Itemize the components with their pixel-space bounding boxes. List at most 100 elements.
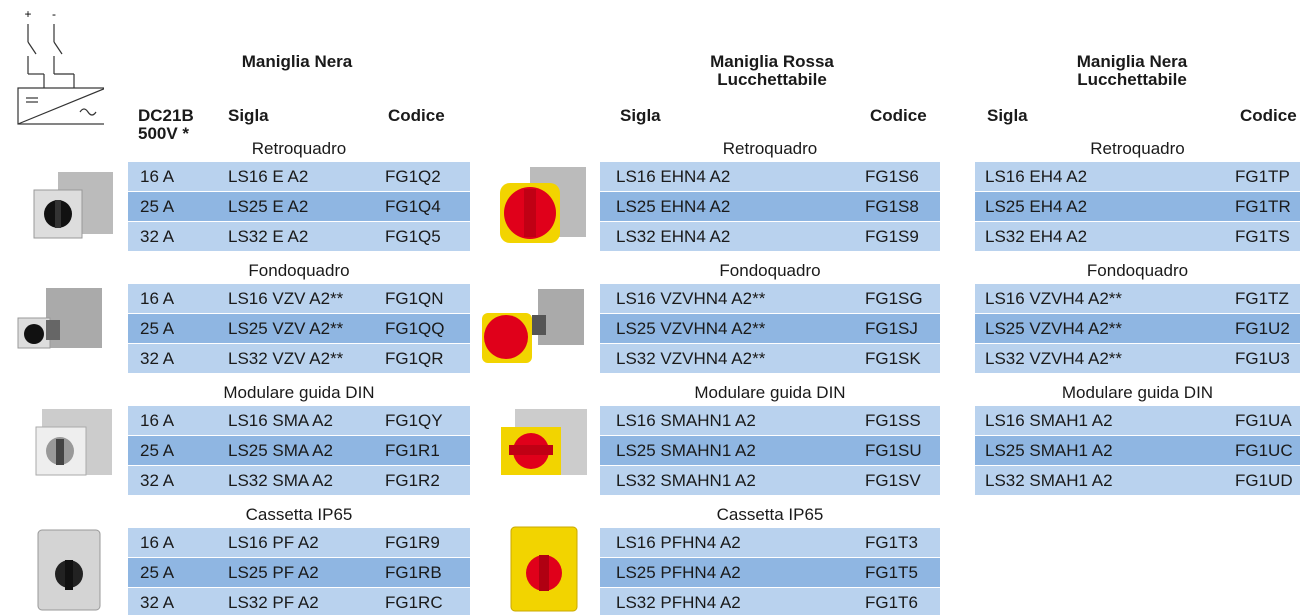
group-label: Retroquadro: [251, 139, 347, 158]
table-cell: FG1QQ: [385, 319, 445, 338]
table-row: [975, 222, 1300, 251]
table-cell: 32 A: [140, 593, 175, 612]
table-cell: FG1QN: [385, 289, 444, 308]
table-cell: FG1QY: [385, 411, 443, 430]
plus-sign: +: [24, 8, 31, 21]
table-cell: LS16 E A2: [228, 167, 309, 186]
table-cell: LS25 VZVH4 A2**: [985, 319, 1123, 338]
table-row: [128, 192, 470, 221]
table-row: [600, 588, 940, 615]
table-cell: 16 A: [140, 167, 175, 186]
table-cell: FG1UA: [1235, 411, 1292, 430]
table-cell: LS25 EH4 A2: [985, 197, 1088, 216]
group-label: Fondoquadro: [248, 261, 350, 280]
table-row: [975, 284, 1300, 313]
group-label: Cassetta IP65: [245, 505, 353, 524]
table-cell: FG1R9: [385, 533, 440, 552]
table-cell: FG1TS: [1235, 227, 1290, 246]
table-row: [128, 222, 470, 251]
product-image: [17, 288, 102, 349]
table-cell: 25 A: [140, 319, 175, 338]
table-cell: LS32 E A2: [228, 227, 309, 246]
codice-header: Codice: [388, 106, 445, 125]
table-cell: 32 A: [140, 471, 175, 490]
table-row: [975, 162, 1300, 191]
table-cell: FG1T6: [865, 593, 918, 612]
table-cell: FG1U3: [1235, 349, 1290, 368]
table-cell: LS32 PFHN4 A2: [616, 593, 741, 612]
table-cell: LS32 VZVH4 A2**: [985, 349, 1123, 368]
section-title: Maniglia Rossa: [710, 52, 834, 71]
table-cell: FG1SK: [865, 349, 921, 368]
table-cell: LS25 SMAH1 A2: [985, 441, 1113, 460]
table-row: [975, 192, 1300, 221]
table-row: [128, 528, 470, 557]
table-cell: 16 A: [140, 289, 175, 308]
table-row: [128, 588, 470, 615]
table-cell: 16 A: [140, 411, 175, 430]
table-cell: FG1TP: [1235, 167, 1290, 186]
table-cell: FG1R2: [385, 471, 440, 490]
table-cell: 25 A: [140, 197, 175, 216]
table-cell: FG1RC: [385, 593, 443, 612]
table-cell: FG1SS: [865, 411, 921, 430]
table-cell: FG1UD: [1235, 471, 1293, 490]
codice-header: Codice: [1240, 106, 1297, 125]
table-cell: LS25 EHN4 A2: [616, 197, 731, 216]
table-cell: FG1Q2: [385, 167, 441, 186]
product-image: [510, 526, 578, 612]
table-cell: LS32 VZV A2**: [228, 349, 344, 368]
table-row: [975, 436, 1300, 465]
table-cell: FG1S9: [865, 227, 919, 246]
table-row: [975, 344, 1300, 373]
product-image: [33, 172, 113, 239]
sigla-header: Sigla: [228, 106, 269, 125]
table-row: [128, 162, 470, 191]
product-image: [35, 409, 112, 476]
table-row: [600, 436, 940, 465]
table-cell: FG1UC: [1235, 441, 1293, 460]
table-cell: FG1SJ: [865, 319, 918, 338]
table-cell: FG1T5: [865, 563, 918, 582]
table-cell: LS16 PFHN4 A2: [616, 533, 741, 552]
table-row: [975, 466, 1300, 495]
table-cell: LS25 PFHN4 A2: [616, 563, 741, 582]
table-row: [128, 558, 470, 587]
table-cell: LS16 VZV A2**: [228, 289, 344, 308]
table-cell: LS32 EHN4 A2: [616, 227, 731, 246]
table-cell: FG1Q5: [385, 227, 441, 246]
section-title: Maniglia Nera: [241, 52, 353, 71]
section-title: Lucchettabile: [1077, 70, 1187, 89]
rating-header: 500V *: [138, 124, 190, 143]
rating-header: DC21B: [138, 106, 194, 125]
schematic-icon: + -: [17, 8, 104, 125]
table-row: [600, 344, 940, 373]
table-cell: LS25 VZV A2**: [228, 319, 344, 338]
table-row: [600, 284, 940, 313]
table-cell: LS16 VZVHN4 A2**: [616, 289, 766, 308]
product-image: [501, 409, 587, 475]
table-cell: FG1U2: [1235, 319, 1290, 338]
table-cell: LS32 SMA A2: [228, 471, 333, 490]
table-cell: FG1TR: [1235, 197, 1291, 216]
table-cell: FG1T3: [865, 533, 918, 552]
table-cell: LS32 VZVHN4 A2**: [616, 349, 766, 368]
table-cell: FG1RB: [385, 563, 442, 582]
table-cell: LS16 PF A2: [228, 533, 319, 552]
table-row: [600, 558, 940, 587]
table-row: [128, 284, 470, 313]
table-row: [600, 406, 940, 435]
table-row: [975, 406, 1300, 435]
minus-sign: -: [52, 8, 56, 21]
table-cell: 32 A: [140, 227, 175, 246]
table-cell: LS16 SMAHN1 A2: [616, 411, 756, 430]
table-cell: FG1R1: [385, 441, 440, 460]
product-image: [500, 167, 586, 243]
table-row: [600, 162, 940, 191]
group-label: Retroquadro: [1090, 139, 1185, 158]
group-label: Retroquadro: [722, 139, 818, 158]
table-cell: LS16 EH4 A2: [985, 167, 1088, 186]
table-cell: FG1SU: [865, 441, 922, 460]
table-row: [128, 406, 470, 435]
table-cell: 25 A: [140, 441, 175, 460]
